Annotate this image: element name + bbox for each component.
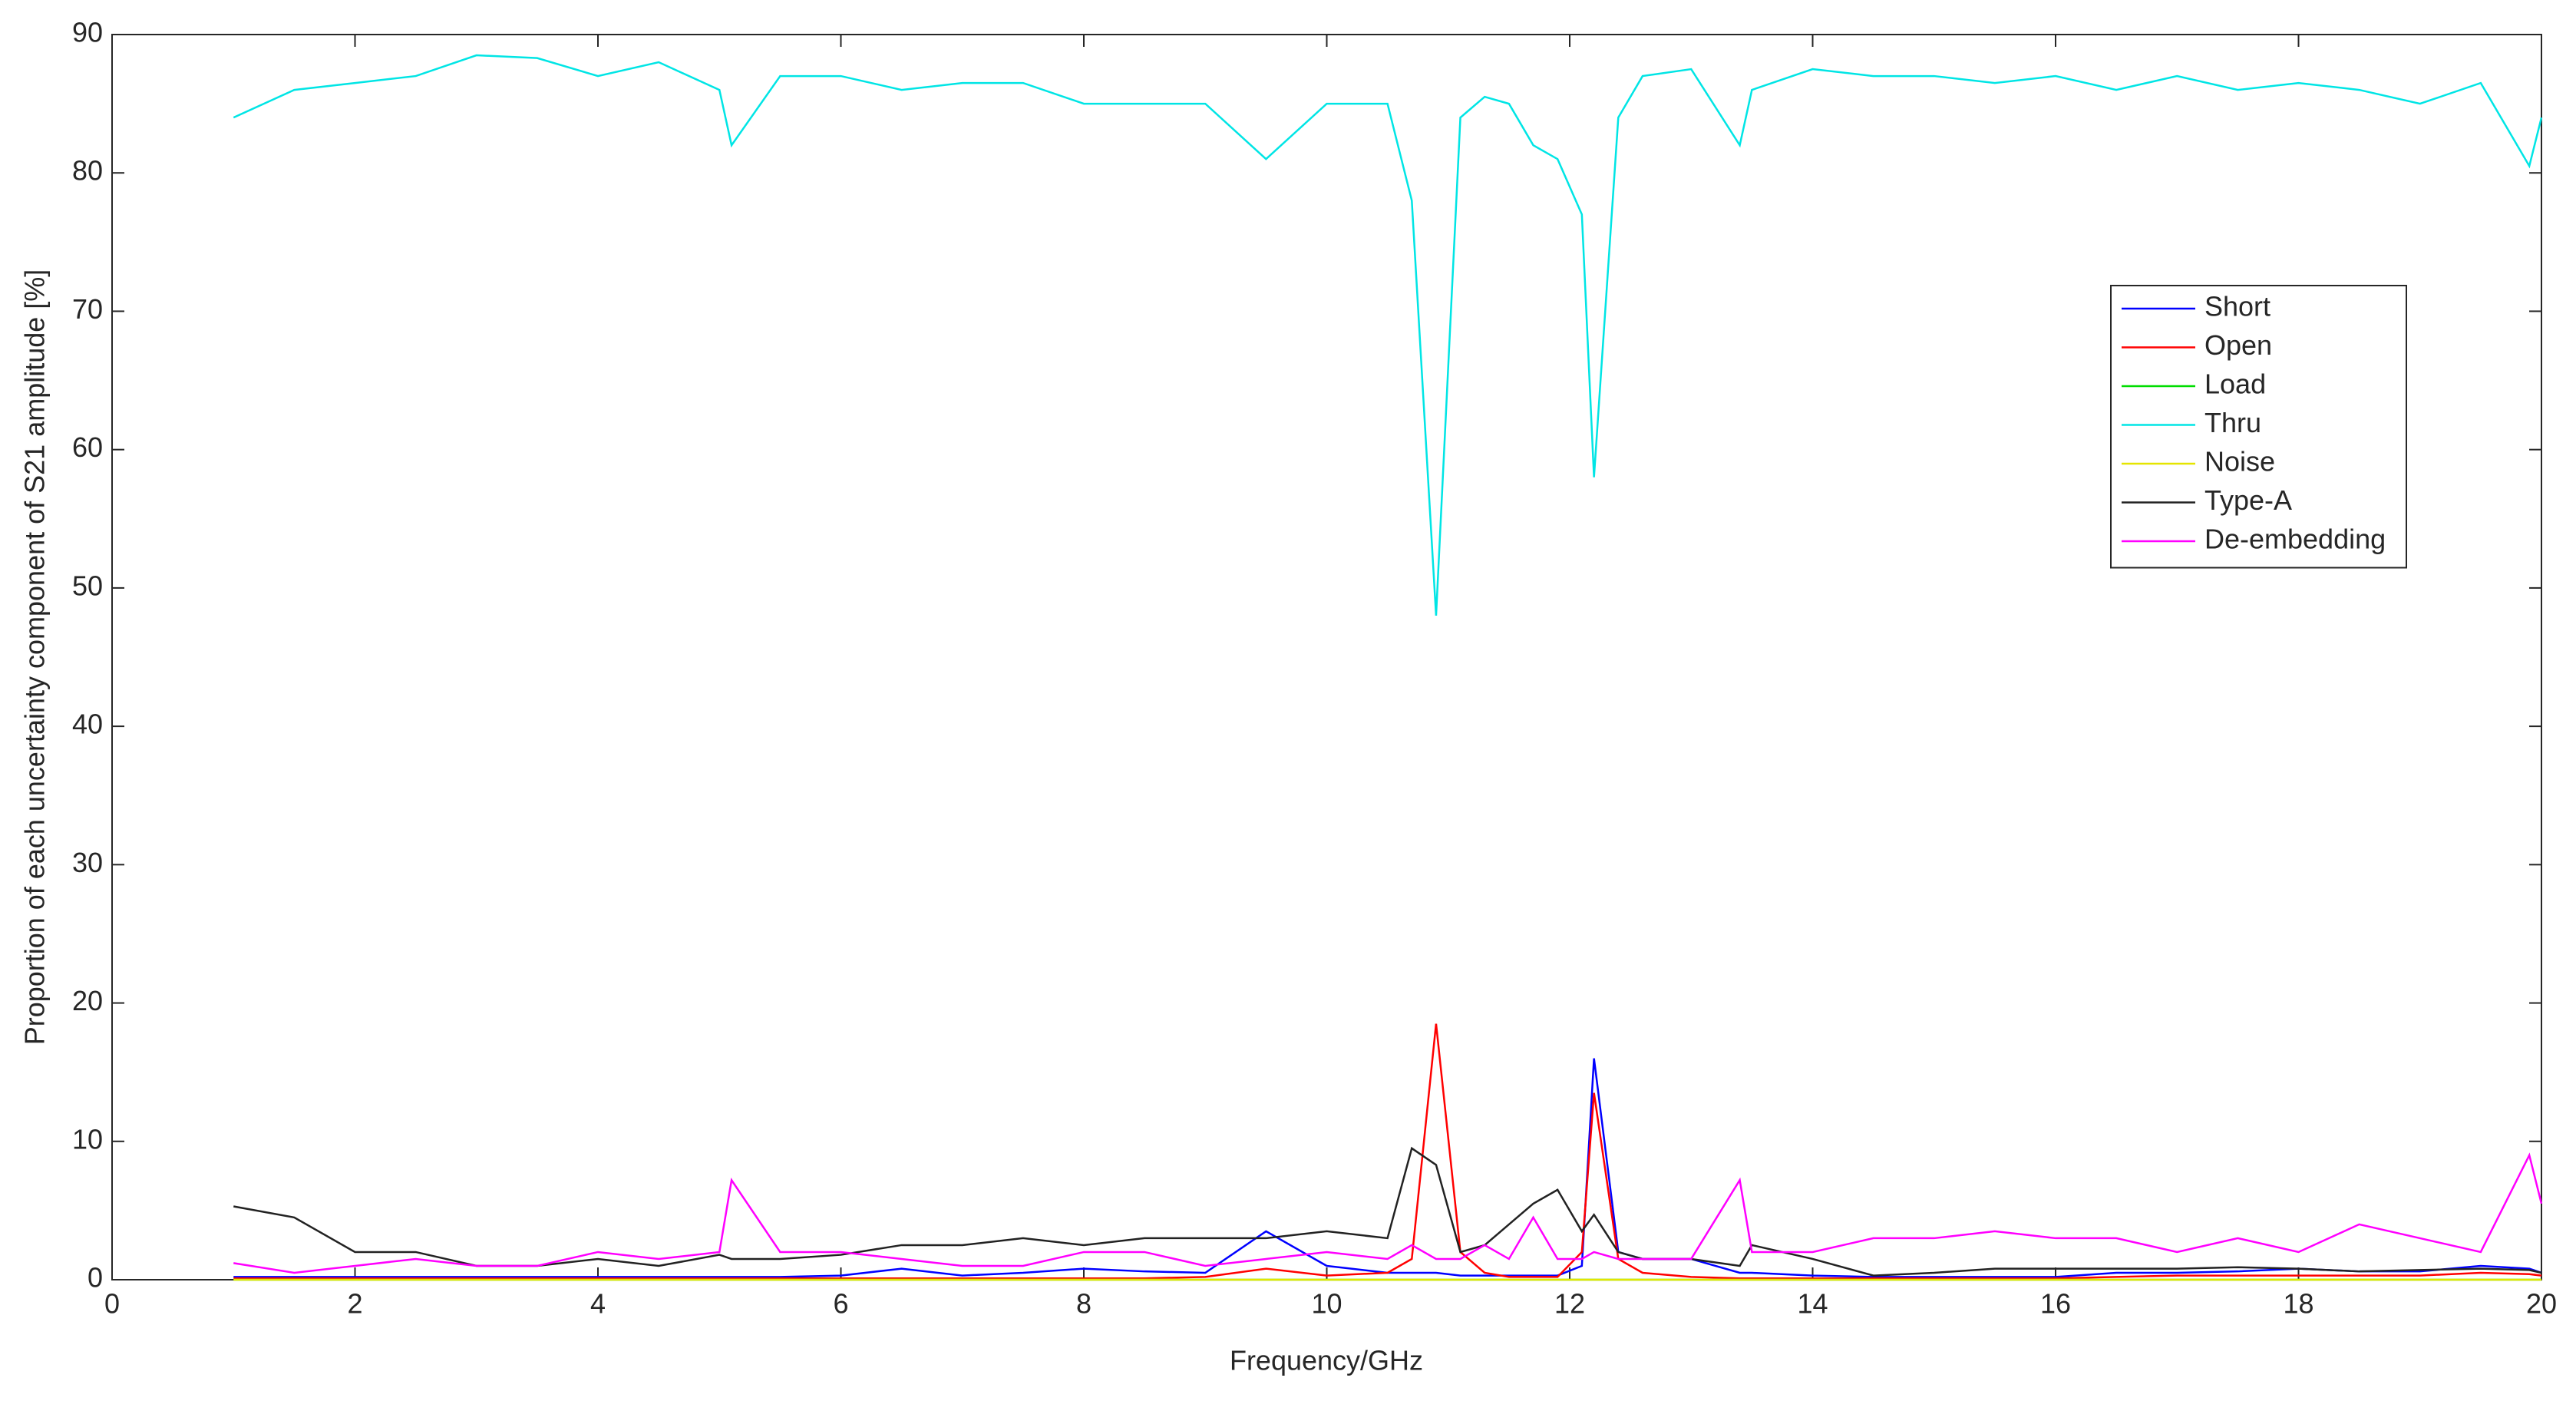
legend-label: Noise (2204, 446, 2275, 477)
series-line (233, 1023, 2542, 1280)
y-tick-label: 0 (88, 1262, 103, 1294)
y-tick-label: 60 (72, 431, 103, 463)
legend-box (2110, 285, 2407, 569)
x-tick-label: 4 (590, 1288, 606, 1320)
x-tick-label: 0 (104, 1288, 120, 1320)
x-tick-label: 14 (1797, 1288, 1828, 1320)
y-tick-label: 40 (72, 709, 103, 740)
y-tick-label: 20 (72, 985, 103, 1016)
y-tick-label: 10 (72, 1123, 103, 1155)
x-tick-label: 12 (1554, 1288, 1585, 1320)
legend-label: Load (2204, 368, 2266, 400)
x-tick-label: 2 (347, 1288, 362, 1320)
series-line (233, 1152, 2543, 1274)
x-tick-label: 20 (2526, 1288, 2557, 1320)
y-axis-label: Proportion of each uncertainty component… (19, 269, 51, 1046)
y-tick-label: 90 (72, 17, 103, 48)
x-tick-label: 18 (2283, 1288, 2313, 1320)
y-tick-label: 30 (72, 847, 103, 878)
y-tick-label: 70 (72, 293, 103, 325)
x-tick-label: 16 (2040, 1288, 2071, 1320)
y-tick-label: 80 (72, 155, 103, 187)
legend-label: Open (2204, 329, 2272, 361)
legend-label: Short (2204, 291, 2271, 322)
x-tick-label: 6 (833, 1288, 848, 1320)
x-tick-label: 8 (1076, 1288, 1091, 1320)
x-axis-label: Frequency/GHz (1230, 1345, 1423, 1376)
x-tick-label: 10 (1311, 1288, 1342, 1320)
series-line (233, 54, 2543, 616)
y-tick-label: 50 (72, 570, 103, 601)
legend-label: Type-A (2204, 484, 2292, 516)
legend: Short Open Load Thru Noise Type-A De-embedding (2110, 285, 2407, 569)
legend-label: Thru (2204, 407, 2261, 438)
legend-label: De-embedding (2204, 524, 2386, 555)
plot-frame (111, 34, 2542, 1280)
series-line (233, 1058, 2542, 1278)
